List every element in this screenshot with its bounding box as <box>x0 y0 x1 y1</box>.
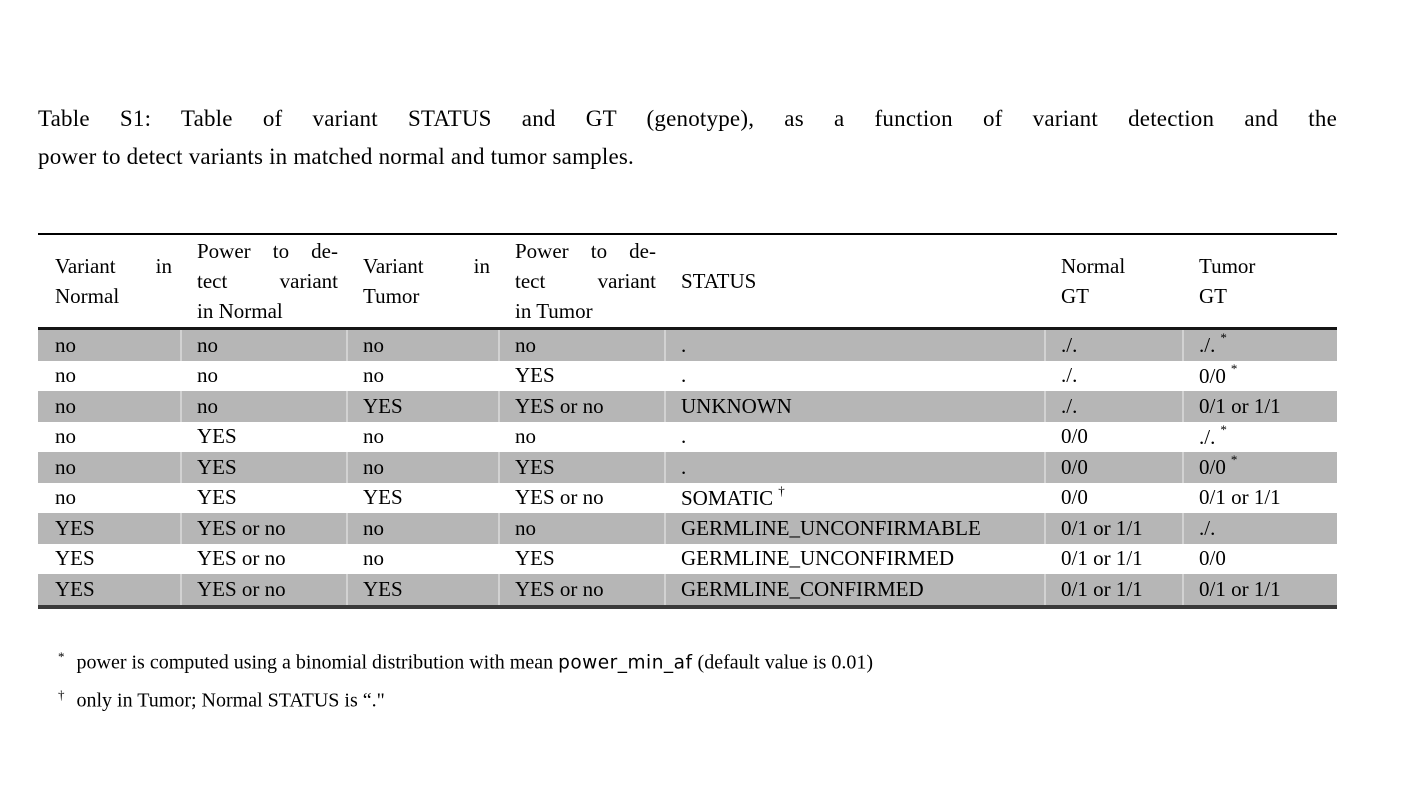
table-cell: no <box>346 328 498 361</box>
table-cell: no <box>363 363 384 388</box>
table-cell: YES <box>38 513 180 544</box>
table-cell: ./. * <box>1199 421 1227 449</box>
table-cell: YES or no <box>180 574 346 607</box>
table-cell: no <box>346 513 498 544</box>
table-cell: 0/0 <box>1044 452 1182 483</box>
table-cell: no <box>180 391 346 422</box>
table-cell: no <box>498 328 664 361</box>
table-cell: YES <box>197 424 237 449</box>
table-cell: YES or no <box>498 574 664 607</box>
table-cell: ./. <box>1182 513 1337 544</box>
table-cell: YES or no <box>515 485 604 510</box>
table-cell: 0/1 or 1/1 <box>1061 546 1143 571</box>
table-cell: ./. <box>1044 328 1182 361</box>
table-cell: ./. <box>1044 391 1182 422</box>
table-cell: 0/1 or 1/1 <box>1182 574 1337 607</box>
table-cell: 0/0 * <box>1182 452 1337 483</box>
table-cell: 0/0 * <box>1199 360 1238 388</box>
asterisk-marker: * <box>58 649 65 664</box>
column-header: STATUS <box>681 269 757 293</box>
dagger-marker: † <box>58 686 65 702</box>
table-row: no YES YES YES or no SOMATIC † 0/0 0/1 or 1/1 <box>38 483 1337 514</box>
table-row: no no no no. ./. ./. * <box>38 328 1337 361</box>
table-cell: no <box>498 513 664 544</box>
table-row: YES YES or no no YES GERMLINE_UNCONFIRMED 0/1… <box>38 544 1337 575</box>
table-cell: 0/0 <box>1061 424 1088 449</box>
column-header: Power to de-tect variant in Tumor <box>515 239 656 323</box>
table-cell: YES <box>363 485 403 510</box>
table-cell: no <box>515 424 536 449</box>
table-row: no YES no YES. 0/0 0/0 * <box>38 452 1337 483</box>
table-cell: no <box>363 546 384 571</box>
table-cell: YES or no <box>180 513 346 544</box>
table-cell: YES <box>515 363 555 388</box>
table-cell: YES <box>38 574 180 607</box>
table-row: YES YES or no YES YES or no GERMLINE_CONFIRM… <box>38 574 1337 607</box>
table-cell: no <box>197 363 218 388</box>
table-cell: 0/1 or 1/1 <box>1044 574 1182 607</box>
table-cell: no <box>55 485 76 510</box>
table-cell: GERMLINE_UNCONFIRMED <box>681 546 954 571</box>
table-cell: YES <box>346 574 498 607</box>
table-cell: SOMATIC † <box>681 482 785 510</box>
table-cell: ./. * <box>1182 328 1337 361</box>
caption-line-2: power to detect variants in matched norm… <box>38 144 634 169</box>
footnote-text: power is computed using a binomial distr… <box>76 651 559 674</box>
header-row: Variant in Normal Power to de-tect variant… <box>38 234 1337 329</box>
column-header: Normal GT <box>1061 254 1126 308</box>
variant-status-table: Variant in Normal Power to de-tect variant… <box>38 233 1337 609</box>
table-cell: 0/0 <box>1061 485 1088 510</box>
table-cell: . <box>664 452 1044 483</box>
table-cell: 0/0 <box>1199 546 1226 571</box>
table-cell: GERMLINE_UNCONFIRMABLE <box>664 513 1044 544</box>
table-cell: . <box>681 363 687 388</box>
table-cell: YES <box>55 546 95 571</box>
table-row: no no YES YES or no UNKNOWN ./. 0/1 or 1/1 <box>38 391 1337 422</box>
table-cell: YES or no <box>498 391 664 422</box>
footnote-dagger: † only in Tumor; Normal STATUS is “." <box>58 679 1258 717</box>
table-cell: YES <box>180 452 346 483</box>
table-row: no YES no no. 0/0 ./. * <box>38 422 1337 453</box>
column-header: Variant in Normal <box>55 254 172 308</box>
table-cell: no <box>55 363 76 388</box>
table-cell: no <box>38 391 180 422</box>
footnote-text: only in Tumor; Normal STATUS is “." <box>76 689 385 712</box>
table-cell: YES <box>197 485 237 510</box>
table-cell: no <box>346 452 498 483</box>
table-cell: UNKNOWN <box>664 391 1044 422</box>
table-cell: YES or no <box>197 546 286 571</box>
column-header: Power to de-tect variant in Normal <box>197 239 338 323</box>
table-header: Variant in Normal Power to de-tect variant… <box>38 234 1337 329</box>
table-row: YES YES or no no no GERMLINE_UNCONFIRMABLE 0/… <box>38 513 1337 544</box>
table-cell: 0/1 or 1/1 <box>1182 391 1337 422</box>
table-caption: Table S1: Table of variant STATUS and GT… <box>38 100 1337 176</box>
table-cell: no <box>38 452 180 483</box>
column-header: Tumor GT <box>1199 254 1256 308</box>
footnotes: * power is computed using a binomial dist… <box>58 641 1258 716</box>
table-cell: no <box>363 424 384 449</box>
table-row: no no no YES. ./. 0/0 * <box>38 361 1337 392</box>
table-cell: . <box>664 328 1044 361</box>
table-cell: no <box>55 424 76 449</box>
table-cell: no <box>180 328 346 361</box>
caption-line-1: Table S1: Table of variant STATUS and GT… <box>38 106 1337 131</box>
table-cell: . <box>681 424 687 449</box>
table-cell: 0/1 or 1/1 <box>1199 485 1281 510</box>
table-cell: no <box>38 328 180 361</box>
footnote-text: (default value is 0.01) <box>692 651 874 674</box>
table-cell: GERMLINE_CONFIRMED <box>664 574 1044 607</box>
table-cell: YES <box>346 391 498 422</box>
column-header: Variant in Tumor <box>363 254 490 308</box>
table-cell: YES <box>498 452 664 483</box>
table-body: no no no no. ./. ./. * no no no YES. ./. 0/0 * no no YES… <box>38 328 1337 607</box>
table-cell: 0/1 or 1/1 <box>1044 513 1182 544</box>
table-cell: YES <box>515 546 555 571</box>
footnote-asterisk: * power is computed using a binomial dist… <box>58 641 1258 679</box>
table-cell: ./. <box>1061 363 1078 388</box>
inline-code: power_min_af <box>558 652 693 674</box>
